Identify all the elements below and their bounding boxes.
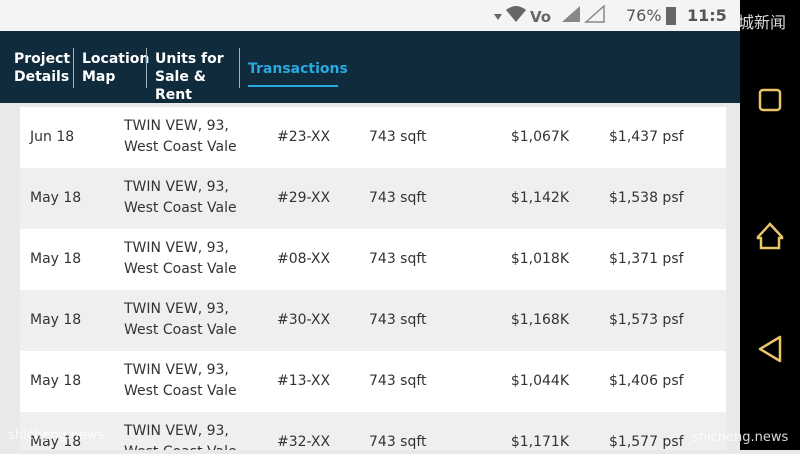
tab[interactable]: Transactions	[248, 61, 348, 77]
date: May 18	[30, 251, 82, 267]
tab[interactable]: Location Map	[82, 51, 150, 85]
address-line: West Coast Vale	[124, 444, 237, 450]
price-psf: $1,538 psf	[609, 190, 684, 206]
date: May 18	[30, 312, 82, 328]
size: 743 sqft	[369, 312, 427, 328]
size: 743 sqft	[369, 129, 427, 145]
table-row: May 18 TWIN VEW, 93, West Coast Vale #29-XX…	[20, 168, 726, 229]
price-psf: $1,577 psf	[609, 434, 684, 450]
tab-bar: Project Details Location Map Units for Sal…	[0, 31, 740, 103]
price: $1,171K	[510, 434, 569, 450]
table-row: May 18 TWIN VEW, 93, West Coast Vale #32-XX…	[20, 412, 726, 450]
svg-text:Vo: Vo	[530, 8, 551, 26]
tab[interactable]: Units for Sale & Rent	[155, 51, 224, 103]
price: $1,168K	[510, 312, 569, 328]
watermark: shicheng.news	[8, 428, 105, 443]
address-line: West Coast Vale	[124, 322, 237, 338]
unit: #29-XX	[277, 190, 331, 206]
unit: #13-XX	[277, 373, 331, 389]
battery-level: 76%	[626, 6, 662, 25]
watermark: shicheng.news	[692, 430, 789, 445]
transactions-table: Jun 18 TWIN VEW, 93, West Coast Vale #23-XX…	[20, 107, 726, 450]
back-button[interactable]	[758, 335, 782, 363]
date: May 18	[30, 190, 82, 206]
price: $1,018K	[510, 251, 569, 267]
size: 743 sqft	[369, 251, 427, 267]
price-psf: $1,406 psf	[609, 373, 684, 389]
price: $1,142K	[510, 190, 569, 206]
address-line: TWIN VEW, 93,	[124, 301, 229, 317]
table-row: May 18 TWIN VEW, 93, West Coast Vale #30-XX…	[20, 290, 726, 351]
address-line: West Coast Vale	[124, 261, 237, 277]
price-psf: $1,437 psf	[609, 129, 684, 145]
watermark: 城新闻	[738, 13, 787, 32]
date: Jun 18	[30, 129, 75, 145]
nav-buttons	[756, 88, 784, 363]
date: May 18	[30, 434, 82, 450]
table-row: May 18 TWIN VEW, 93, West Coast Vale #13-XX…	[20, 351, 726, 412]
address-line: TWIN VEW, 93,	[124, 423, 229, 439]
table-row: May 18 TWIN VEW, 93, West Coast Vale #08-XX…	[20, 229, 726, 290]
size: 743 sqft	[369, 373, 427, 389]
system-nav	[740, 0, 800, 450]
unit: #32-XX	[277, 434, 331, 450]
clock: 11:5	[687, 6, 727, 25]
recents-button[interactable]	[758, 88, 782, 112]
price: $1,044K	[510, 373, 569, 389]
price-psf: $1,573 psf	[609, 312, 684, 328]
address-line: TWIN VEW, 93,	[124, 179, 229, 195]
address-line: West Coast Vale	[124, 200, 237, 216]
tab-separator	[146, 48, 147, 88]
unit: #23-XX	[277, 129, 331, 145]
price: $1,067K	[510, 129, 569, 145]
tab-separator	[239, 48, 240, 88]
size: 743 sqft	[369, 190, 427, 206]
address-line: TWIN VEW, 93,	[124, 240, 229, 256]
table-row: Jun 18 TWIN VEW, 93, West Coast Vale #23-XX…	[20, 107, 726, 168]
address-line: TWIN VEW, 93,	[124, 118, 229, 134]
home-button[interactable]	[756, 222, 784, 250]
tab[interactable]: Project Details	[14, 51, 71, 85]
tab-separator	[73, 48, 74, 88]
address-line: West Coast Vale	[124, 383, 237, 399]
battery-icon	[666, 7, 676, 25]
date: May 18	[30, 373, 82, 389]
unit: #30-XX	[277, 312, 331, 328]
address-line: TWIN VEW, 93,	[124, 362, 229, 378]
address-line: West Coast Vale	[124, 139, 237, 155]
size: 743 sqft	[369, 434, 427, 450]
status-bar: Vo 76% 11:5	[0, 0, 740, 31]
status-icons: Vo	[494, 4, 605, 26]
price-psf: $1,371 psf	[609, 251, 684, 267]
unit: #08-XX	[277, 251, 331, 267]
active-underline	[248, 85, 338, 87]
